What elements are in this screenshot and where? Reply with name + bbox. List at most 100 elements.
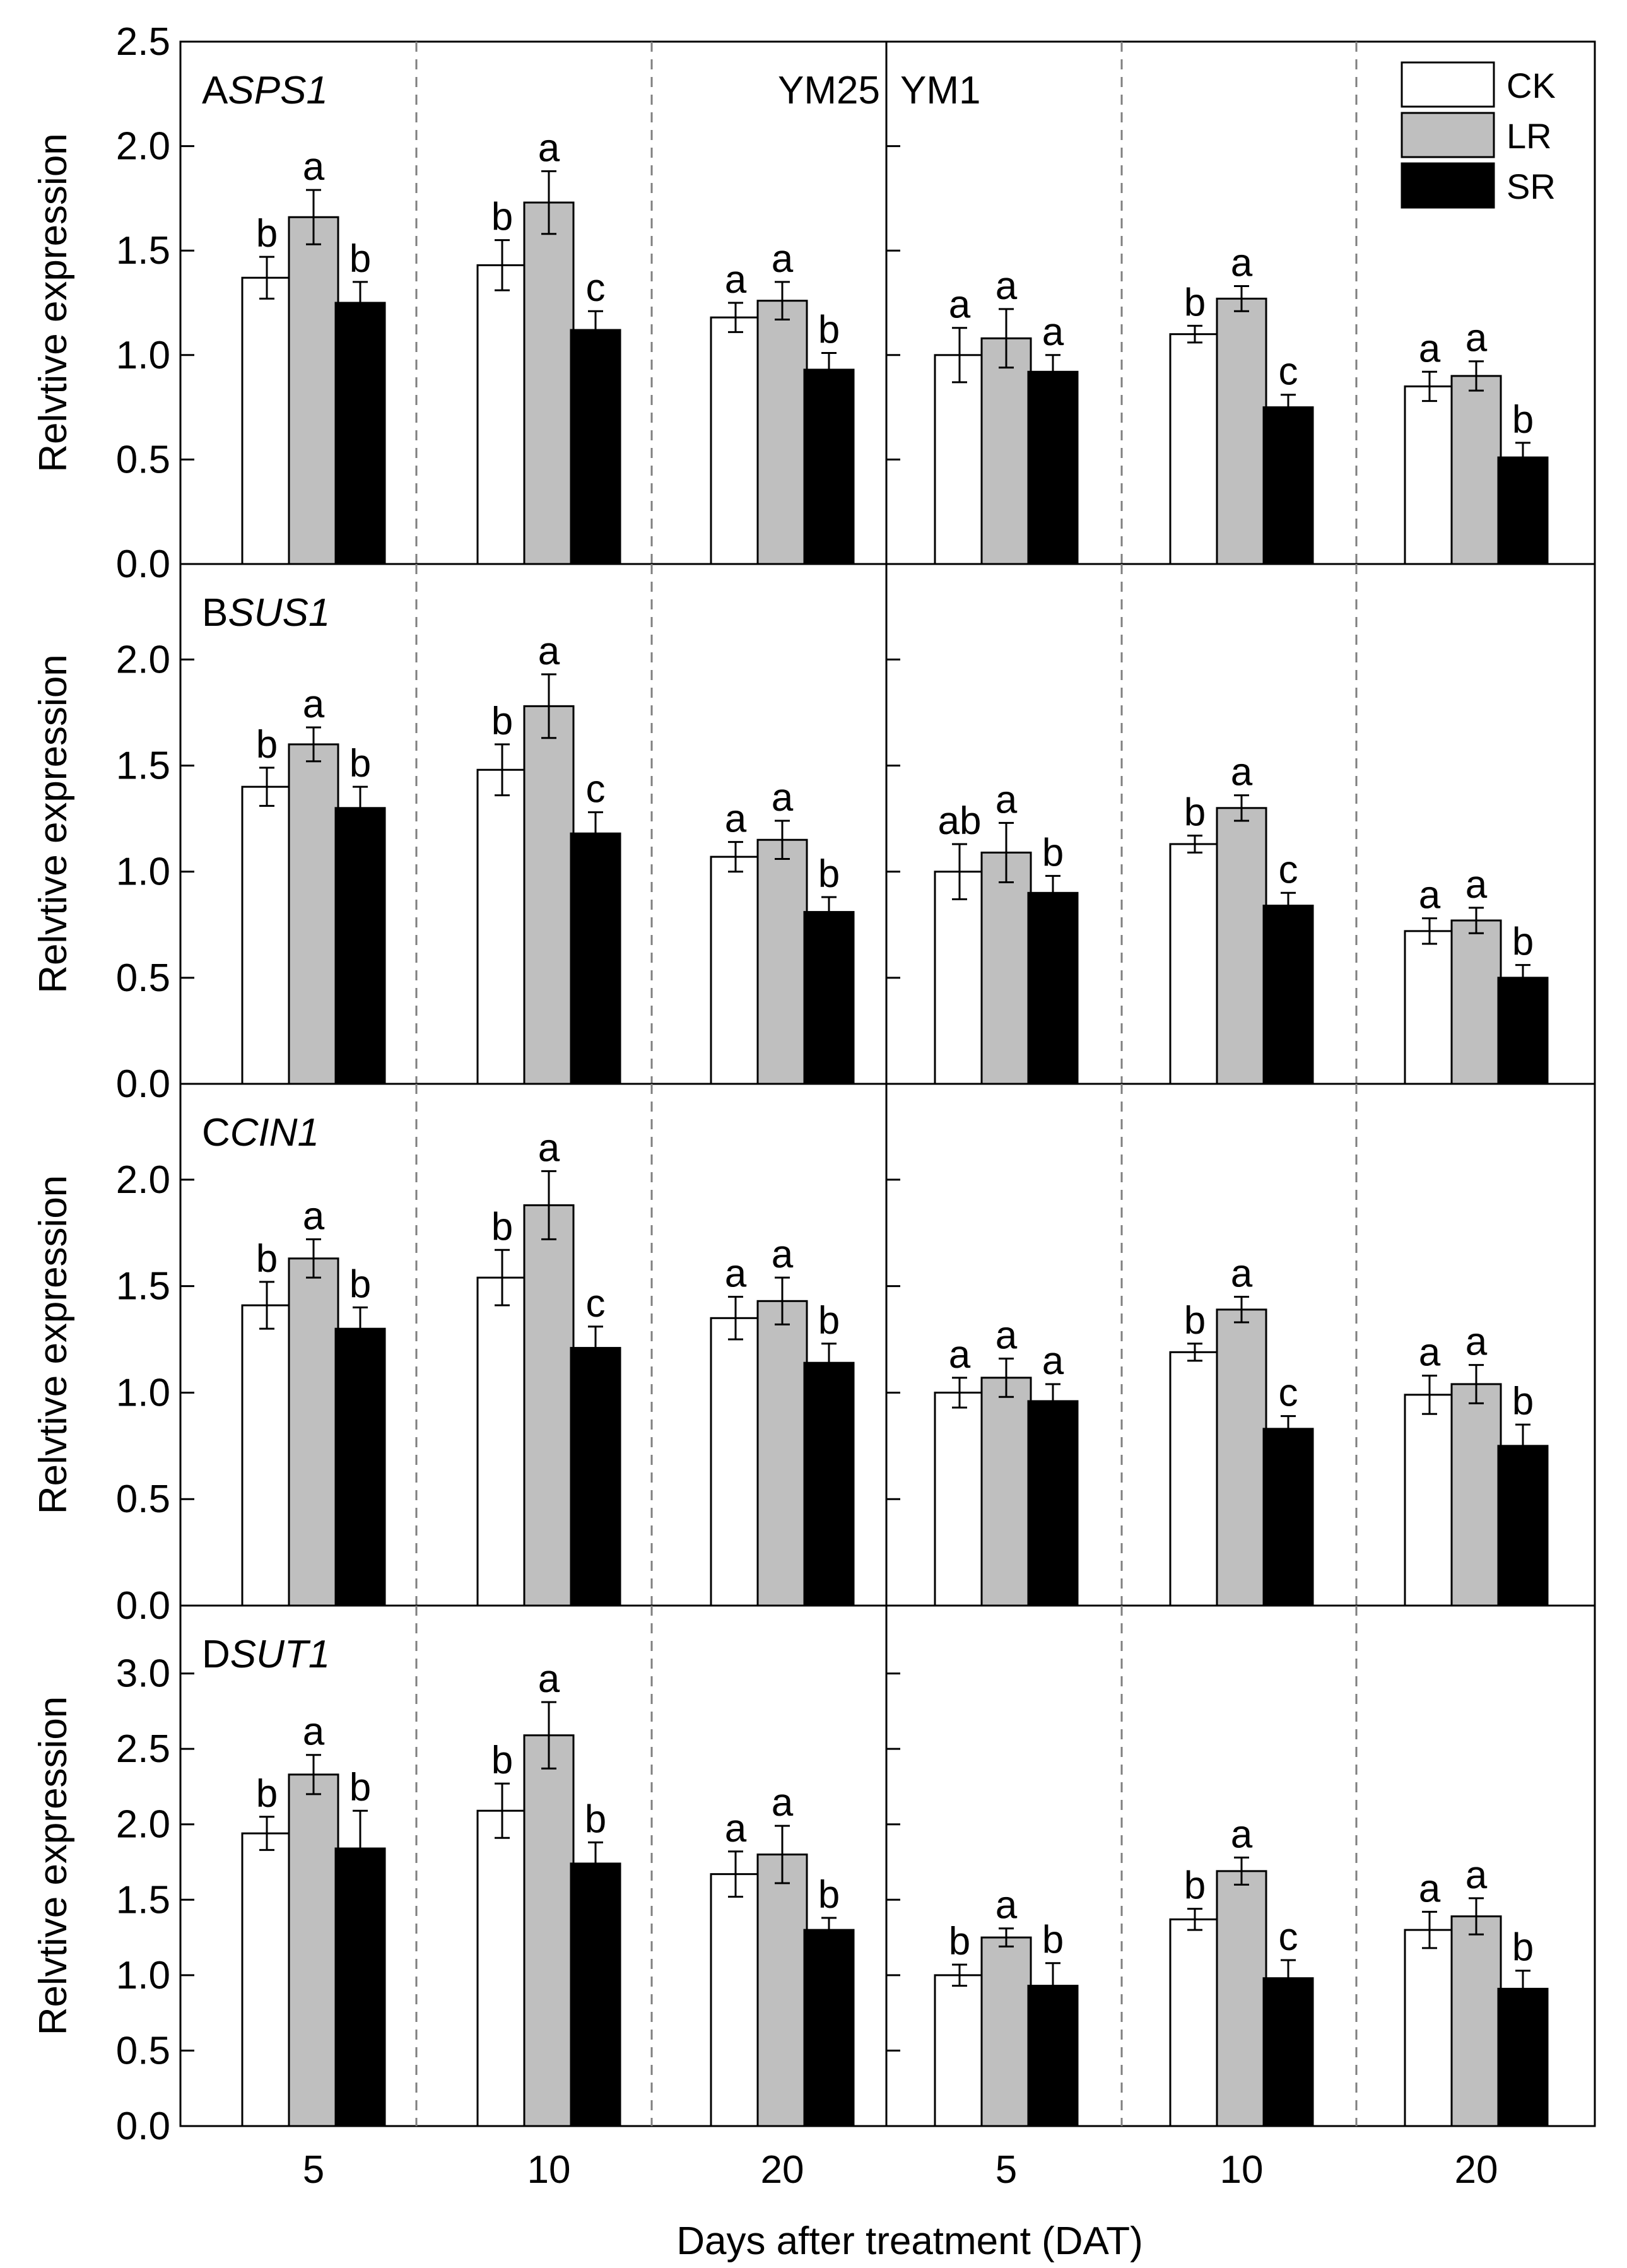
- significance-letter: c: [586, 768, 606, 811]
- x-axis-title: Days after treatment (DAT): [676, 2219, 1143, 2263]
- significance-letter: a: [725, 1807, 747, 1850]
- significance-letter: c: [1279, 1372, 1298, 1415]
- error-bar: [1422, 370, 1437, 402]
- y-tick-label: 1.0: [116, 850, 170, 894]
- error-bar: [1234, 1856, 1249, 1886]
- bar-YM25-10-LR: [523, 1734, 575, 2127]
- y-tick-label: 1.0: [116, 334, 170, 377]
- y-tick-label: 0.0: [116, 1584, 170, 1628]
- significance-letter: a: [1465, 1854, 1488, 1897]
- significance-letter: b: [949, 1920, 970, 1963]
- bar-YM25-10-LR: [523, 201, 575, 565]
- significance-letter: b: [1512, 398, 1534, 442]
- bar-YM25-10-CK: [476, 1276, 528, 1607]
- legend-label-SR: SR: [1507, 167, 1556, 206]
- error-bar: [952, 843, 967, 900]
- significance-letter: c: [586, 1282, 606, 1325]
- y-tick-label: 0.5: [116, 956, 170, 1000]
- bar-YM25-10-SR: [570, 329, 621, 565]
- y-tick-label: 2.5: [116, 20, 170, 64]
- panel-title: DSUT1: [202, 1633, 330, 1676]
- bar-YM1-20-LR: [1450, 1383, 1502, 1607]
- error-bar: [541, 673, 556, 739]
- significance-letter: a: [725, 258, 747, 302]
- error-bar: [821, 1917, 837, 1943]
- bar-YM1-5-CK: [934, 1391, 985, 1607]
- error-bar: [353, 1809, 368, 1888]
- error-bar: [541, 170, 556, 235]
- error-bar: [1234, 1296, 1249, 1324]
- significance-letter: c: [1279, 350, 1298, 394]
- y-tick-label: 1.0: [116, 1371, 170, 1414]
- bar-YM1-20-CK: [1404, 930, 1455, 1085]
- bar-YM1-10-CK: [1169, 333, 1221, 565]
- legend-swatch-SR: [1401, 162, 1495, 209]
- significance-letter: a: [538, 126, 560, 170]
- significance-letter: a: [725, 1252, 747, 1296]
- error-bar: [821, 351, 837, 387]
- error-bar: [1281, 1959, 1296, 1997]
- plot-area: 0.0 0.5 1.0 1.5 2.0 2.5 Relvtive expression ASP…: [32, 20, 1596, 2192]
- bar-YM1-20-SR: [1497, 977, 1549, 1085]
- error-bar: [495, 1782, 510, 1839]
- error-bar: [1469, 1364, 1484, 1404]
- error-bar: [259, 1281, 274, 1330]
- panel-B: 0.0 0.5 1.0 1.5 2.0 Relvtive expression BSUS1 b…: [32, 563, 1596, 1106]
- panel-C: 0.0 0.5 1.0 1.5 2.0 Relvtive expression CCIN1 b…: [32, 1083, 1596, 1628]
- significance-letter: a: [949, 1333, 971, 1377]
- significance-letter: b: [256, 1237, 278, 1281]
- bar-YM1-10-LR: [1216, 1870, 1267, 2127]
- bar-YM1-5-CK: [934, 871, 985, 1085]
- error-bar: [1281, 1415, 1296, 1443]
- significance-letter: a: [772, 776, 794, 820]
- error-bar: [952, 1377, 967, 1409]
- bar-YM1-20-CK: [1404, 385, 1455, 565]
- error-bar: [1187, 1343, 1202, 1362]
- error-bar: [999, 821, 1014, 883]
- significance-letter: b: [491, 1739, 513, 1782]
- significance-letter: a: [1042, 1339, 1064, 1383]
- significance-letter: b: [1184, 1864, 1206, 1908]
- error-bar: [821, 896, 837, 928]
- x-tick-label: 5: [996, 2148, 1017, 2192]
- bar-YM25-5-CK: [241, 785, 293, 1085]
- significance-letter: b: [1184, 1299, 1206, 1343]
- y-tick-label: 2.0: [116, 1158, 170, 1202]
- error-bar: [495, 1249, 510, 1307]
- panel-D: 0.0 0.5 1.0 1.5 2.0 2.5 3.0 Relvtive expression…: [32, 1604, 1596, 2148]
- error-bar: [999, 1357, 1014, 1398]
- significance-letter: b: [818, 308, 840, 351]
- significance-letter: c: [586, 266, 606, 310]
- bar-YM1-5-LR: [980, 1377, 1032, 1607]
- significance-letter: b: [1184, 281, 1206, 324]
- bar-YM1-5-SR: [1027, 370, 1079, 565]
- significance-letter: a: [1419, 1867, 1441, 1910]
- y-tick-label: 0.0: [116, 2105, 170, 2148]
- significance-letter: a: [996, 1313, 1018, 1357]
- panel-title: ASPS1: [202, 69, 328, 112]
- bar-YM25-10-CK: [476, 264, 528, 565]
- significance-letter: a: [1231, 242, 1253, 285]
- bar-YM25-20-SR: [803, 911, 855, 1085]
- error-bar: [1045, 1383, 1060, 1419]
- bar-YM1-5-LR: [980, 851, 1032, 1085]
- bar-YM25-5-LR: [288, 1773, 339, 2127]
- panel-letter: C: [202, 1111, 230, 1155]
- bar-YM1-10-SR: [1262, 406, 1314, 565]
- significance-letter: b: [818, 852, 840, 896]
- error-bar: [1422, 1374, 1437, 1415]
- gene-name: CIN1: [230, 1111, 319, 1155]
- error-bar: [999, 308, 1014, 369]
- error-bar: [353, 785, 368, 830]
- x-tick-label: 5: [303, 2148, 324, 2192]
- error-bar: [306, 1754, 321, 1795]
- significance-letter: a: [772, 1233, 794, 1276]
- error-bar: [728, 841, 743, 873]
- error-bar: [952, 1963, 967, 1987]
- y-tick-label: 3.0: [116, 1652, 170, 1696]
- bar-YM25-20-CK: [710, 1317, 761, 1607]
- error-bar: [1045, 354, 1060, 390]
- bar-YM25-5-CK: [241, 1304, 293, 1607]
- significance-letter: c: [1279, 1915, 1298, 1959]
